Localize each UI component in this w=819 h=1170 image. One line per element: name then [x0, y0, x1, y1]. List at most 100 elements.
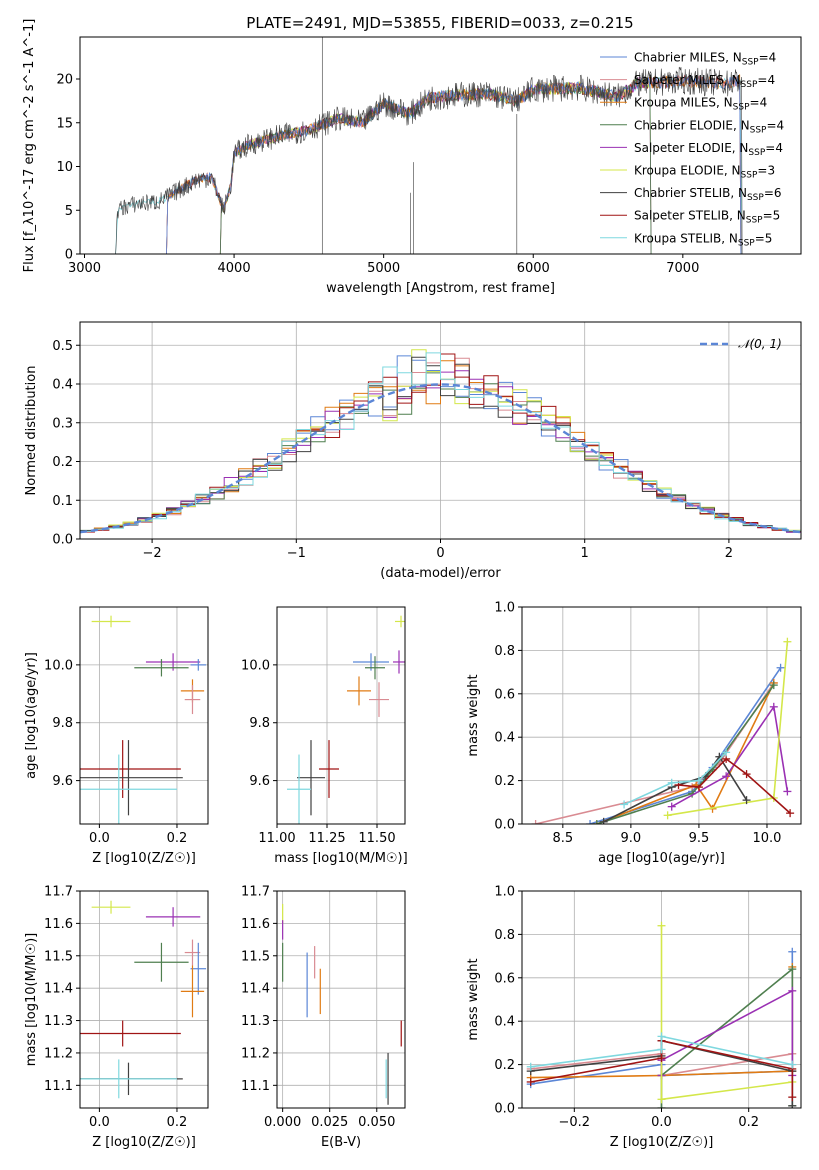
- weight-line-chabrier-elodie: [660, 967, 794, 1108]
- mass_vs_Z-frame: [79, 890, 209, 1109]
- errorbar-chabrier-elodie: [365, 656, 385, 680]
- x-tick-label: 7000: [666, 261, 699, 276]
- errorbar-chabrier-elodie: [134, 942, 189, 982]
- y-tick-label: 11.2: [44, 1046, 73, 1061]
- weight_vs_Z-axes: −0.2 0.0 0.2 0.0 0.2 0.4 0.6 0.8 1.0 Z [log10(Z/Z…: [466, 885, 801, 1150]
- weight-marker: [783, 787, 792, 796]
- y-axis-label: mass [log10(M/M☉)]: [24, 933, 39, 1066]
- y-tick-label: 0.3: [52, 416, 73, 431]
- weight-marker: [592, 820, 601, 824]
- x-tick-label: 1: [581, 546, 589, 561]
- y-tick-label: 10.0: [241, 658, 270, 673]
- x-tick-label: 0.000: [264, 1115, 301, 1130]
- legend-subscript: SSP: [750, 125, 767, 135]
- x-tick-label: 11.00: [258, 831, 295, 846]
- y-tick-label: 11.3: [44, 1014, 73, 1029]
- legend-subscript: SSP: [733, 103, 750, 113]
- y-tick-label: 0.4: [494, 1015, 515, 1030]
- x-tick-label: −0.2: [559, 1115, 591, 1130]
- age_vs_mass-frame: [276, 606, 406, 825]
- errorbar-salpeter-stelib: [319, 740, 339, 798]
- x-axis-label: age [log10(age/yr)]: [598, 851, 725, 866]
- errorbar-kroupa-elodie: [91, 900, 131, 914]
- errorbar-salpeter-elodie: [145, 907, 201, 927]
- weight-marker: [722, 748, 731, 757]
- y-tick-label: 0.6: [494, 971, 515, 986]
- y-tick-label: 0.2: [494, 1058, 515, 1073]
- errorbar-chabrier-stelib: [80, 740, 183, 816]
- weight-marker: [586, 820, 595, 824]
- y-tick-label: 0.2: [494, 774, 515, 789]
- errorbar-salpeter-miles: [369, 682, 389, 717]
- y-tick-label: 11.6: [44, 917, 73, 932]
- errorbar-kroupa-stelib: [80, 1059, 177, 1099]
- y-tick-label: 0.4: [494, 731, 515, 746]
- y-tick-label: 0.6: [494, 687, 515, 702]
- y-tick-label: 0.5: [52, 339, 73, 354]
- y-tick-label: 1.0: [494, 601, 515, 616]
- x-tick-label: −2: [143, 546, 162, 561]
- residuals-frame: [79, 321, 802, 540]
- weight-marker: [526, 1077, 535, 1086]
- weight-marker: [788, 1093, 797, 1102]
- x-tick-label: 9.0: [621, 831, 642, 846]
- spectrum-line-kroupa-elodie: [219, 76, 653, 254]
- x-tick-label: 0.0: [651, 1115, 672, 1130]
- weight-marker: [722, 772, 731, 781]
- weight-marker: [657, 1032, 666, 1041]
- y-tick-label: 10: [56, 160, 73, 175]
- x-tick-label: 0.050: [358, 1115, 395, 1130]
- y-tick-label: 11.5: [44, 949, 73, 964]
- spectrum-axes: 3000 4000 5000 6000 7000 0 5 10 15 20 wavelength […: [22, 19, 699, 296]
- mass_vs_Z-axes: 0.0 0.2 11.1 11.2 11.3 11.4 11.5 11.6 11.7 Z [log…: [24, 885, 208, 1150]
- legend-subscript: SSP: [742, 58, 759, 68]
- weight-marker: [786, 809, 795, 818]
- x-axis-label: mass [log10(M/M☉)]: [274, 851, 407, 866]
- y-tick-label: 11.5: [241, 949, 270, 964]
- x-tick-label: 8.5: [552, 831, 573, 846]
- legend-entry: Salpeter STELIB, NSSP=5: [634, 209, 780, 226]
- x-axis-label: wavelength [Angstrom, rest frame]: [326, 281, 555, 296]
- spectrum-line-salpeter-elodie: [219, 76, 653, 254]
- errorbar-kroupa-elodie: [91, 615, 131, 628]
- normal-curve: [80, 383, 801, 534]
- x-tick-label: 3000: [68, 261, 101, 276]
- errorbar-salpeter-stelib: [80, 740, 181, 798]
- y-tick-label: 9.6: [249, 774, 270, 789]
- age_vs_mass-axes: 11.00 11.25 11.50 9.6 9.8 10.0 mass [log10(M/M…: [241, 607, 408, 866]
- weight-marker: [657, 1095, 666, 1104]
- x-tick-label: 0.2: [738, 1115, 759, 1130]
- weight-marker: [788, 986, 797, 995]
- legend-value: =4: [750, 96, 768, 110]
- x-axis-label: Z [log10(Z/Z☉)]: [610, 1135, 714, 1150]
- y-tick-label: 11.1: [44, 1079, 73, 1094]
- x-tick-label: 0.2: [167, 831, 188, 846]
- x-tick-label: 0.2: [167, 1115, 188, 1130]
- y-tick-label: 11.7: [241, 885, 270, 900]
- y-axis-label: mass weight: [466, 674, 481, 756]
- weight-marker: [657, 921, 666, 930]
- weight-marker: [788, 1101, 797, 1108]
- errorbar-salpeter-miles: [184, 685, 201, 715]
- y-tick-label: 9.8: [249, 716, 270, 731]
- weight-marker: [742, 770, 751, 779]
- weight-marker: [769, 702, 778, 711]
- weight-marker: [769, 681, 778, 690]
- errorbar-chabrier-miles: [190, 659, 207, 671]
- spectrum-line-chabrier-stelib: [114, 66, 743, 254]
- weight-marker: [667, 802, 676, 811]
- y-tick-label: 9.6: [52, 774, 73, 789]
- legend-entry: Kroupa MILES, NSSP=4: [634, 96, 767, 113]
- y-tick-label: 11.4: [44, 982, 73, 997]
- x-tick-label: 2: [725, 546, 733, 561]
- weight-marker: [531, 820, 540, 824]
- x-tick-label: 9.5: [689, 831, 710, 846]
- weight-marker: [599, 817, 608, 824]
- y-tick-label: 11.3: [241, 1014, 270, 1029]
- x-tick-label: 0: [436, 546, 444, 561]
- weight-marker: [694, 776, 703, 785]
- weight-marker: [667, 778, 676, 787]
- errorbar-salpeter-miles: [184, 939, 201, 966]
- legend-subscript: SSP: [738, 238, 755, 248]
- x-tick-label: −1: [287, 546, 306, 561]
